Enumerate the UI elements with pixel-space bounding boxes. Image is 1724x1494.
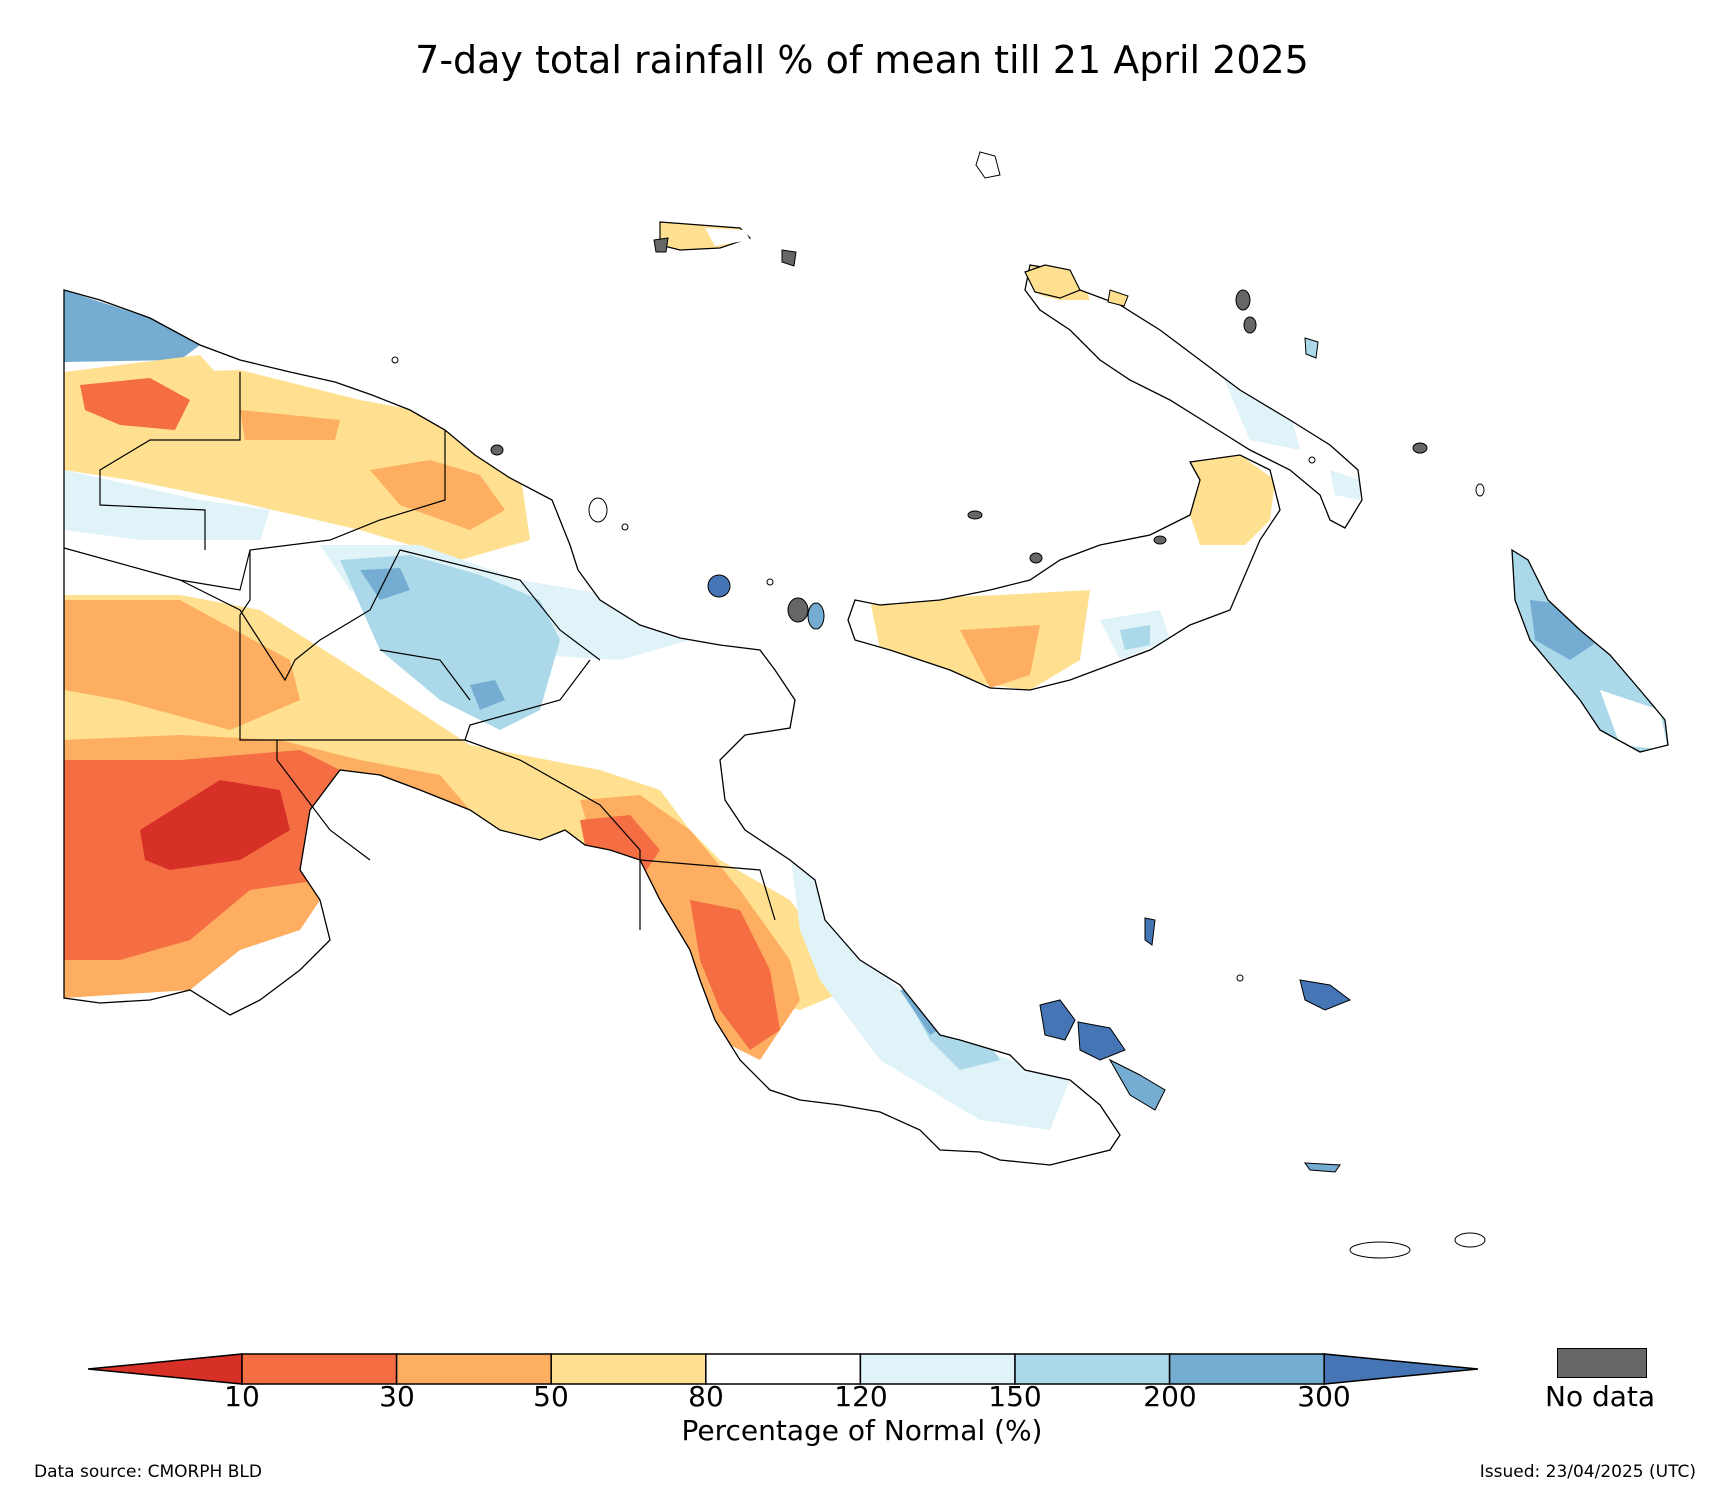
no-data-swatch bbox=[1557, 1348, 1647, 1378]
tick-label-300: 300 bbox=[1297, 1380, 1351, 1413]
colorbar-segment-50-80 bbox=[550, 1353, 707, 1385]
new-britain-coastline bbox=[847, 454, 1281, 691]
new-ireland-coastline bbox=[1024, 264, 1363, 529]
tick-label-50: 50 bbox=[533, 1380, 569, 1413]
mainland-coastline bbox=[63, 289, 1121, 1166]
colorbar-extend-high bbox=[1323, 1353, 1479, 1385]
tick-label-150: 150 bbox=[988, 1380, 1042, 1413]
tick-label-10: 10 bbox=[224, 1380, 260, 1413]
no-data-islands bbox=[490, 289, 1428, 623]
colorbar-segment-30-50 bbox=[395, 1353, 552, 1385]
no-data-label: No data bbox=[1545, 1380, 1656, 1413]
issued-date: Issued: 23/04/2025 (UTC) bbox=[1479, 1462, 1696, 1482]
map-title: 7-day total rainfall % of mean till 21 A… bbox=[415, 38, 1309, 82]
colorbar-segment-120-150 bbox=[859, 1353, 1016, 1385]
tick-label-80: 80 bbox=[688, 1380, 724, 1413]
colorbar-title: Percentage of Normal (%) bbox=[681, 1414, 1043, 1447]
colorbar-segment-10-30 bbox=[241, 1353, 398, 1385]
tick-label-200: 200 bbox=[1143, 1380, 1197, 1413]
high-rainfall-islands bbox=[707, 337, 1352, 1173]
small-islands bbox=[391, 356, 1486, 1259]
colorbar-extend-low bbox=[87, 1353, 243, 1385]
colorbar-segments bbox=[87, 1353, 1479, 1385]
bougainville-coastline bbox=[1511, 548, 1669, 753]
manus-island bbox=[653, 221, 797, 267]
rainfall-map bbox=[63, 151, 1669, 1259]
new-hanover-island bbox=[975, 151, 1129, 307]
tick-label-30: 30 bbox=[379, 1380, 415, 1413]
province-boundaries bbox=[63, 372, 776, 930]
data-source: Data source: CMORPH BLD bbox=[34, 1462, 262, 1482]
tick-label-120: 120 bbox=[834, 1380, 888, 1413]
